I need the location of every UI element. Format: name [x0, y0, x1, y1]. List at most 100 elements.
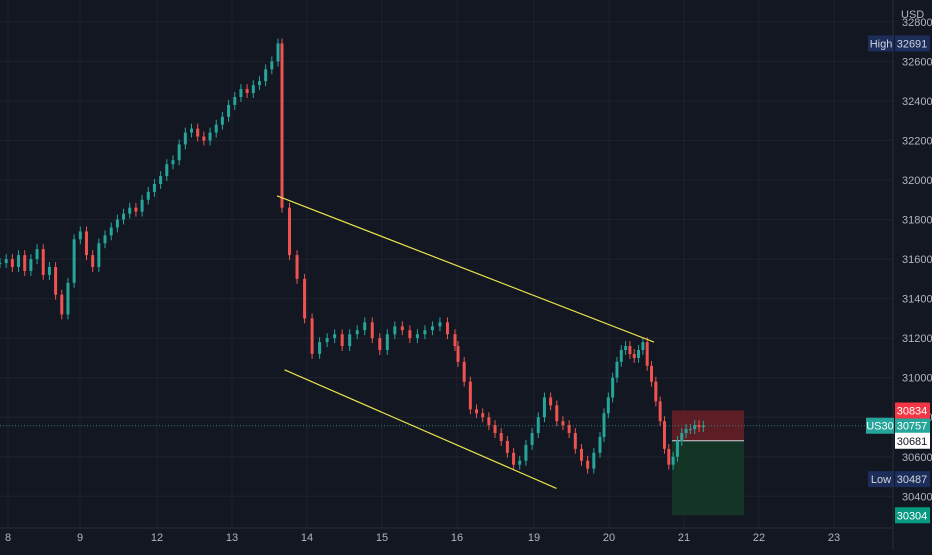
candle-body [592, 452, 596, 469]
x-tick-label: 15 [376, 532, 388, 544]
candle-body [4, 259, 8, 264]
x-tick-label: 16 [451, 532, 463, 544]
candle-body [363, 322, 367, 331]
candle-body [152, 183, 156, 192]
candle-body [468, 381, 472, 410]
candle-body [115, 219, 119, 228]
candle-body [524, 444, 528, 461]
candle-body [662, 421, 666, 449]
x-tick-label: 12 [151, 532, 163, 544]
candle-body [697, 425, 701, 428]
candle-body [202, 136, 206, 141]
y-tick-label: 31000 [902, 373, 932, 385]
candle-body [303, 278, 307, 319]
candle-body [183, 132, 187, 145]
candle-body [456, 346, 460, 362]
take-profit-zone [672, 440, 744, 516]
candle-body [645, 342, 649, 366]
candle-body [295, 255, 299, 279]
last-tag-bg [895, 417, 930, 434]
candle-body [140, 199, 144, 212]
candle-body [146, 191, 150, 200]
y-tick-label: 31800 [902, 215, 932, 227]
price-tags: High 32691 Low 30487 US30 30757 30834 30681 3030… [866, 35, 930, 524]
y-tick-label: 32000 [902, 175, 932, 187]
candle-body [680, 433, 684, 441]
candle-body [438, 322, 442, 327]
currency-label: USD [901, 9, 924, 21]
candle-body [393, 326, 397, 335]
candle-body [579, 448, 583, 461]
candle-body [561, 421, 565, 426]
candle-body [637, 350, 641, 358]
candle-body [400, 326, 404, 331]
low-label: Low [871, 474, 891, 486]
low-tag-bg [895, 471, 930, 488]
x-tick-label: 23 [828, 532, 840, 544]
low-label-bg [868, 471, 894, 488]
candle-body [542, 397, 546, 418]
candle-body [310, 318, 314, 354]
candle-body [54, 267, 58, 295]
candle-body [97, 243, 101, 267]
y-tick-label: 32600 [902, 56, 932, 68]
candle-body [23, 255, 27, 271]
candle-body [35, 249, 39, 260]
price-candles [0, 38, 705, 474]
entry-value: 30681 [897, 436, 928, 448]
candle-body [72, 239, 76, 283]
candle-body [214, 124, 218, 133]
candle-body [573, 433, 577, 449]
candle-body [518, 460, 522, 465]
trendline-upper-channel [276, 195, 655, 343]
candle-body [17, 255, 21, 267]
stop-tag-bg [895, 402, 930, 419]
low-value: 30487 [897, 474, 928, 486]
candle-body [615, 361, 619, 378]
position-zones [0, 410, 893, 516]
candle-body [555, 405, 559, 422]
candle-body [641, 342, 645, 351]
trendlines [276, 195, 655, 489]
candle-body [196, 128, 200, 137]
candle-body [684, 429, 688, 434]
candle-body [276, 43, 280, 62]
candle-body [693, 425, 697, 430]
high-label-bg [868, 35, 894, 52]
candle-body [462, 361, 466, 382]
x-tick-label: 13 [226, 532, 238, 544]
candle-body [654, 381, 658, 402]
x-tick-label: 22 [753, 532, 765, 544]
candle-body [177, 144, 181, 161]
candle-body [385, 334, 389, 351]
candle-body [415, 334, 419, 339]
candle-body [280, 43, 284, 208]
candle-body [190, 128, 194, 133]
trendline-lower-channel [284, 369, 557, 489]
x-tick-label: 14 [301, 532, 313, 544]
candle-body [257, 81, 261, 86]
candle-body [270, 61, 274, 70]
candle-body [159, 176, 163, 184]
candle-body [671, 456, 675, 465]
candle-body [688, 429, 692, 431]
y-tick-label: 32400 [902, 96, 932, 108]
y-tick-label: 30600 [902, 452, 932, 464]
candle-body [430, 326, 434, 331]
candle-body [675, 440, 679, 457]
candle-body [606, 397, 610, 414]
candle-body [239, 89, 243, 97]
candle-body [245, 89, 249, 94]
candle-body [41, 249, 45, 275]
candle-body [109, 227, 113, 236]
candle-body [667, 448, 671, 465]
candle-body [619, 350, 623, 362]
candle-body [171, 160, 175, 165]
candle-body [288, 207, 292, 256]
candle-body [251, 85, 255, 94]
symbol-label: US30 [866, 421, 894, 433]
